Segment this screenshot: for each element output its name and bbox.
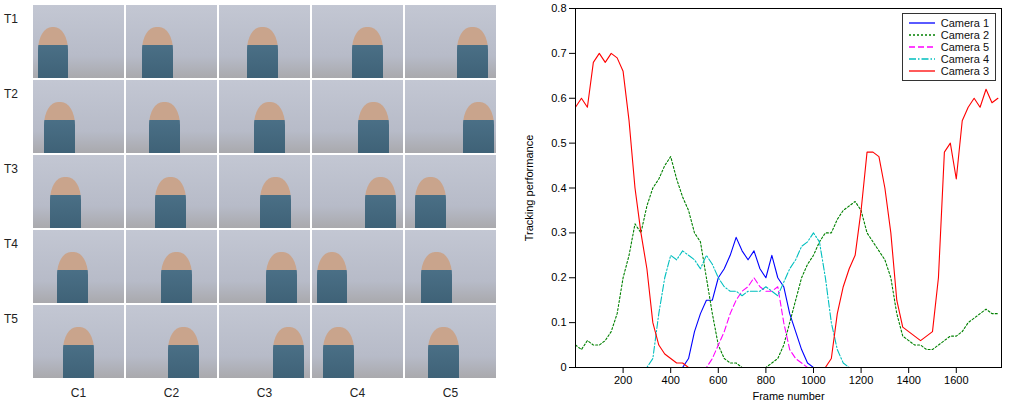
html-text:C2: C2 [163,386,180,400]
svg-text:800: 800 [757,374,775,386]
svg-text:0.3: 0.3 [551,226,566,238]
svg-text:1200: 1200 [849,374,873,386]
html-text:C4: C4 [349,386,366,400]
html-text:C1: C1 [70,386,87,400]
svg-text:1400: 1400 [896,374,920,386]
svg-text:0.5: 0.5 [551,137,566,149]
html-text:Camera 3: Camera 3 [940,65,989,77]
html-text:C3: C3 [256,386,273,400]
svg-text:0.4: 0.4 [551,182,566,194]
svg-text:0.7: 0.7 [551,47,566,59]
svg-text:0.6: 0.6 [551,92,566,104]
html-text:T1: T1 [4,12,18,26]
svg-text:0.2: 0.2 [551,271,566,283]
svg-text:200: 200 [614,374,632,386]
html-text:C5: C5 [442,386,459,400]
html-text:T2: T2 [4,87,18,101]
html-text:T4: T4 [4,237,18,251]
html-text:Camera 4: Camera 4 [940,53,989,65]
html-text:T5: T5 [4,312,18,326]
html-text:Camera 5: Camera 5 [940,41,989,53]
svg-text:Tracking performance: Tracking performance [523,135,535,242]
svg-text:0.1: 0.1 [551,316,566,328]
svg-text:600: 600 [709,374,727,386]
svg-text:400: 400 [662,374,680,386]
html-text:Camera 2: Camera 2 [940,29,989,41]
svg-text:1000: 1000 [801,374,825,386]
svg-text:1600: 1600 [944,374,968,386]
svg-text:Frame number: Frame number [752,390,824,402]
html-text:Camera 1: Camera 1 [940,17,989,29]
svg-text:0: 0 [560,361,566,373]
html-text:T3: T3 [4,162,18,176]
svg-text:0.8: 0.8 [551,2,566,14]
